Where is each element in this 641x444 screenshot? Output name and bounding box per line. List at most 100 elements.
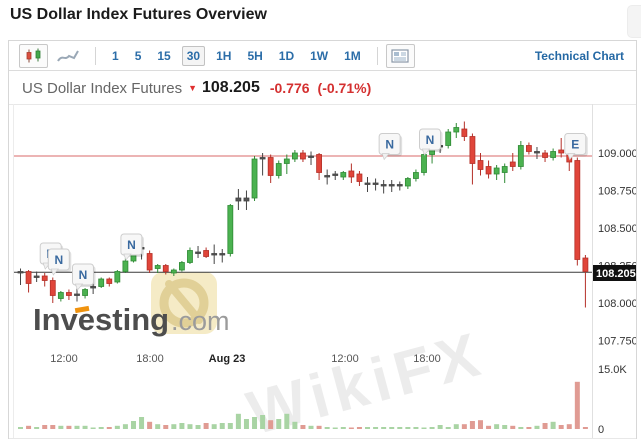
candle-body: [49, 280, 56, 296]
candle-body: [445, 131, 452, 146]
investing-logo-suffix: .com: [171, 306, 230, 336]
candle-body: [82, 289, 88, 296]
candle-body: [372, 182, 379, 185]
candle-body: [98, 278, 105, 287]
quote-change: -0.776: [269, 80, 310, 96]
timeframe-15[interactable]: 15: [157, 48, 171, 63]
volume-bar: [373, 427, 379, 429]
candle-body: [66, 292, 72, 296]
volume-bar: [534, 425, 540, 429]
volume-bar: [300, 425, 306, 429]
candle-body: [17, 271, 24, 274]
volume-bar: [502, 425, 508, 429]
candle-body: [235, 197, 242, 202]
timeframe-1h[interactable]: 1H: [216, 48, 232, 63]
candle-body: [259, 157, 266, 160]
chart-canvas[interactable]: WikiFXInvesting.comNNNNNNE109.000108.750…: [9, 104, 638, 444]
candle-body: [380, 184, 387, 187]
timeframe-30[interactable]: 30: [181, 45, 206, 66]
investing-logo-text: Investing: [33, 302, 169, 337]
timeframe-5h[interactable]: 5H: [247, 48, 263, 63]
volume-bar: [437, 425, 443, 429]
price-down-arrow-icon: ▼: [188, 83, 197, 93]
candle-body: [57, 292, 64, 299]
candlestick-series: [17, 121, 589, 308]
candle-body: [356, 173, 363, 182]
volume-bar: [494, 424, 500, 429]
volume-bar: [227, 423, 233, 429]
svg-text:N: N: [426, 133, 435, 147]
volume-bar: [130, 421, 136, 429]
quote-header: US Dollar Index Futures ▼ 108.205 -0.776…: [9, 72, 636, 104]
news-events-button[interactable]: [385, 43, 415, 68]
candle-body: [453, 127, 460, 133]
candle-body: [421, 154, 427, 173]
volume-bar: [42, 425, 48, 429]
volume-bar: [34, 427, 40, 429]
timeframe-5[interactable]: 5: [134, 48, 142, 63]
volume-bar: [284, 413, 290, 429]
volume-bar: [203, 423, 209, 429]
candle-body: [558, 149, 565, 154]
candle-body: [122, 260, 129, 272]
candle-body: [493, 167, 500, 175]
candle-body: [550, 151, 557, 158]
volume-bar: [518, 427, 524, 429]
candle-body: [348, 170, 355, 178]
timeframe-1m[interactable]: 1M: [344, 48, 361, 63]
time-axis-label: Aug 23: [209, 353, 246, 365]
price-axis-label: 108.750: [598, 186, 636, 198]
volume-bar: [122, 424, 128, 429]
candlestick-chart[interactable]: WikiFXInvesting.comNNNNNNE109.000108.750…: [9, 104, 638, 444]
candle-body: [146, 253, 153, 271]
candle-body: [243, 197, 250, 202]
volume-bar: [98, 427, 104, 429]
volume-bar: [82, 425, 88, 429]
price-axis-label: 108.500: [598, 223, 636, 235]
time-axis-label: 18:00: [136, 353, 164, 365]
news-panel-icon: [391, 48, 409, 63]
candle-body: [41, 275, 48, 281]
timeframe-1[interactable]: 1: [112, 48, 119, 63]
candle-body: [291, 152, 298, 160]
candle-body: [170, 269, 177, 274]
volume-bar: [324, 427, 330, 429]
economic-event-marker[interactable]: E: [564, 133, 588, 161]
volume-bar: [106, 427, 112, 429]
candle-body: [178, 262, 185, 271]
quote-name: US Dollar Index Futures: [22, 79, 183, 97]
volume-bar: [50, 425, 56, 429]
svg-text:E: E: [571, 138, 579, 152]
volume-bar: [550, 421, 556, 429]
line-chart-button[interactable]: [54, 45, 81, 67]
news-event-marker[interactable]: N: [419, 128, 443, 156]
volume-bar: [453, 424, 459, 429]
volume-bar: [574, 381, 580, 429]
volume-bar: [66, 425, 72, 429]
news-event-marker[interactable]: N: [378, 133, 403, 161]
quote-change-percent: (-0.71%): [317, 80, 372, 96]
svg-text:N: N: [127, 238, 136, 252]
volume-bar: [397, 427, 403, 429]
volume-bar: [243, 419, 249, 429]
timeframe-1d[interactable]: 1D: [278, 48, 295, 63]
candle-body: [485, 166, 492, 175]
svg-text:N: N: [54, 253, 63, 267]
time-axis-label: 18:00: [413, 353, 441, 365]
volume-bar: [381, 427, 387, 429]
timeframe-1w[interactable]: 1W: [310, 48, 329, 63]
candle-body: [90, 286, 97, 289]
news-event-marker[interactable]: N: [71, 263, 96, 291]
candle-body: [542, 152, 548, 158]
news-event-marker[interactable]: N: [47, 248, 72, 276]
candle-body: [25, 271, 32, 284]
candle-body: [517, 145, 524, 167]
news-event-marker[interactable]: N: [120, 233, 144, 261]
volume-bar: [219, 423, 225, 429]
candle-body: [534, 151, 540, 154]
technical-chart-link[interactable]: Technical Chart: [534, 48, 624, 63]
candlestick-chart-button[interactable]: [19, 43, 48, 68]
page-title: US Dollar Index Futures Overview: [10, 6, 267, 23]
volume-bar: [163, 425, 169, 429]
last-price-badge: 108.205: [593, 265, 636, 281]
